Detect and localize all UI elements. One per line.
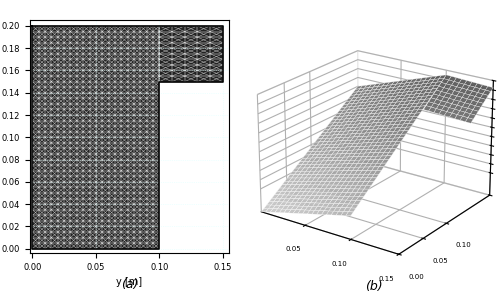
Bar <box>32 26 159 249</box>
Text: (a): (a) <box>121 278 138 291</box>
Text: (b): (b) <box>365 280 382 291</box>
Bar <box>159 26 223 82</box>
X-axis label: y [m]: y [m] <box>117 277 142 288</box>
